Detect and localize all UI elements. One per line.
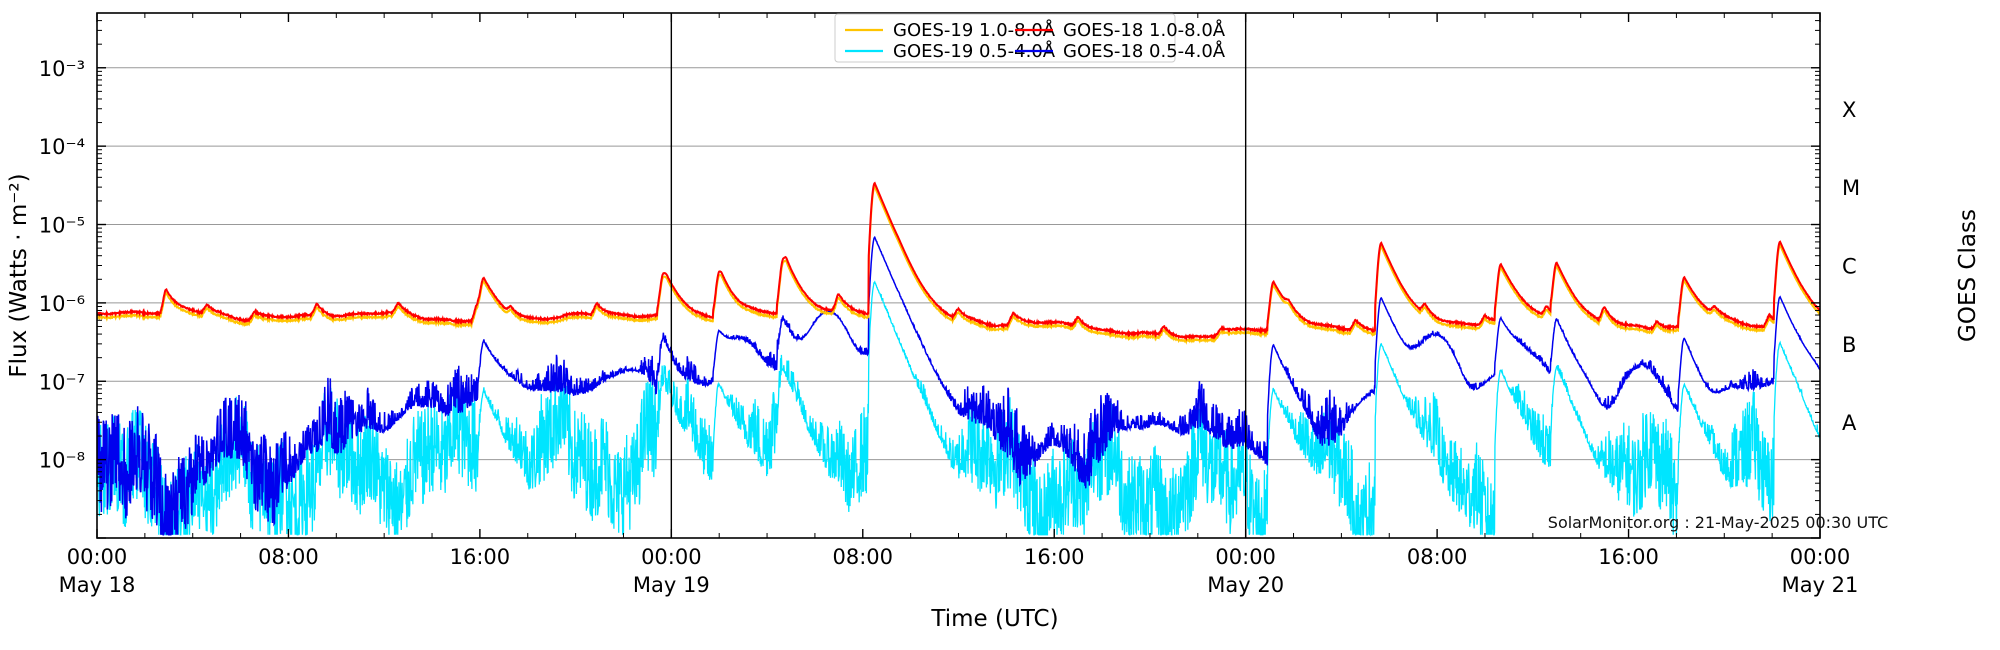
y-axis-ticks: 10⁻³ 10⁻⁴ 10⁻⁵ 10⁻⁶ 10⁻⁷ 10⁻⁸ — [39, 12, 1820, 539]
goes-class-M: M — [1842, 176, 1860, 200]
series-goes19-long[interactable] — [97, 185, 1820, 345]
legend-label-2: GOES-18 1.0-8.0Å — [1063, 19, 1226, 41]
x-tick-label-2: 16:00 — [450, 545, 511, 569]
y-tick-label-0: 10⁻³ — [39, 57, 85, 81]
y-tick-label-4: 10⁻⁷ — [39, 370, 85, 394]
legend-label-3: GOES-18 0.5-4.0Å — [1063, 40, 1226, 62]
x-tick-day-6: May 20 — [1207, 573, 1284, 597]
x-tick-day-0: May 18 — [59, 573, 136, 597]
day-boundaries — [670, 13, 1247, 538]
goes-class-A: A — [1842, 411, 1857, 435]
x-tick-label-1: 08:00 — [258, 545, 319, 569]
series-goes19-short[interactable] — [97, 280, 1820, 537]
x-tick-label-6: 00:00 — [1215, 545, 1276, 569]
x-tick-day-9: May 21 — [1782, 573, 1859, 597]
goes-class-B: B — [1842, 333, 1856, 357]
series-goes18-short[interactable] — [97, 235, 1820, 536]
x-tick-label-9: 00:00 — [1790, 545, 1851, 569]
x-tick-label-3: 00:00 — [641, 545, 702, 569]
data-series-group — [97, 181, 1820, 537]
legend-label-0: GOES-19 1.0-8.0Å — [893, 19, 1056, 41]
y-tick-label-2: 10⁻⁵ — [39, 214, 85, 238]
legend-box — [834, 13, 1176, 63]
series-goes18-long[interactable] — [97, 181, 1820, 342]
gridlines — [97, 67, 1820, 461]
x-tick-day-3: May 19 — [633, 573, 710, 597]
x-tick-label-8: 16:00 — [1598, 545, 1659, 569]
y-tick-label-1: 10⁻⁴ — [39, 135, 85, 159]
x-axis-ticks: 00:00 May 18 08:00 16:00 00:00 May 19 08:00 16:… — [59, 13, 1859, 597]
x-tick-label-4: 08:00 — [833, 545, 894, 569]
goes-class-labels: X M C B A — [1842, 98, 1860, 435]
y-tick-label-5: 10⁻⁸ — [39, 449, 85, 473]
goes-class-C: C — [1842, 255, 1857, 279]
x-axis-title: Time (UTC) — [930, 606, 1058, 632]
x-tick-label-7: 08:00 — [1407, 545, 1468, 569]
goes-class-X: X — [1842, 98, 1856, 122]
watermark-text: SolarMonitor.org : 21-May-2025 00:30 UTC — [1548, 513, 1888, 532]
x-tick-label-0: 00:00 — [67, 545, 128, 569]
y2-axis-title: GOES Class — [1955, 209, 1981, 342]
x-tick-label-5: 16:00 — [1024, 545, 1085, 569]
y-axis-title: Flux (Watts · m⁻²) — [6, 173, 32, 377]
y-tick-label-3: 10⁻⁶ — [39, 292, 85, 316]
legend-label-1: GOES-19 0.5-4.0Å — [893, 40, 1056, 62]
